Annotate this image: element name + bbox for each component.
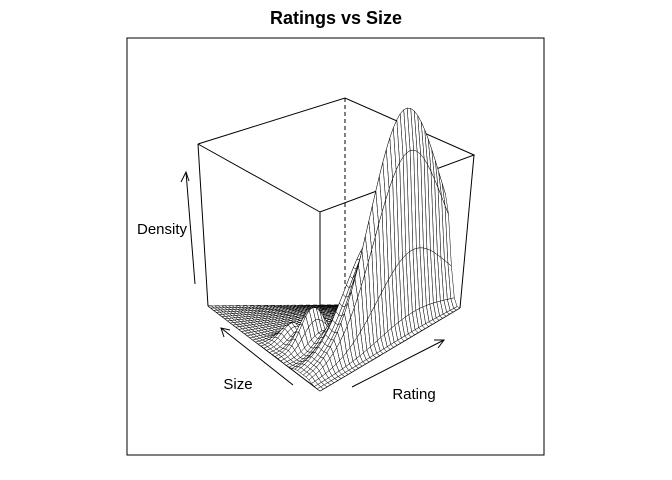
surface-mesh (207, 107, 461, 392)
right-vertical-edge (459, 154, 475, 309)
chart-title: Ratings vs Size (270, 8, 402, 28)
axis-arrows (180, 170, 445, 388)
rating-axis-arrow (351, 339, 445, 388)
y-axis-label: Size (223, 376, 252, 393)
left-vertical-edge (197, 143, 209, 307)
plot-frame (126, 37, 545, 456)
surface-facet (316, 386, 324, 392)
x-axis-label: Rating (392, 386, 435, 403)
density-axis-arrow (180, 170, 196, 285)
size-axis-arrow (220, 327, 294, 386)
z-axis-label: Density (137, 221, 188, 238)
